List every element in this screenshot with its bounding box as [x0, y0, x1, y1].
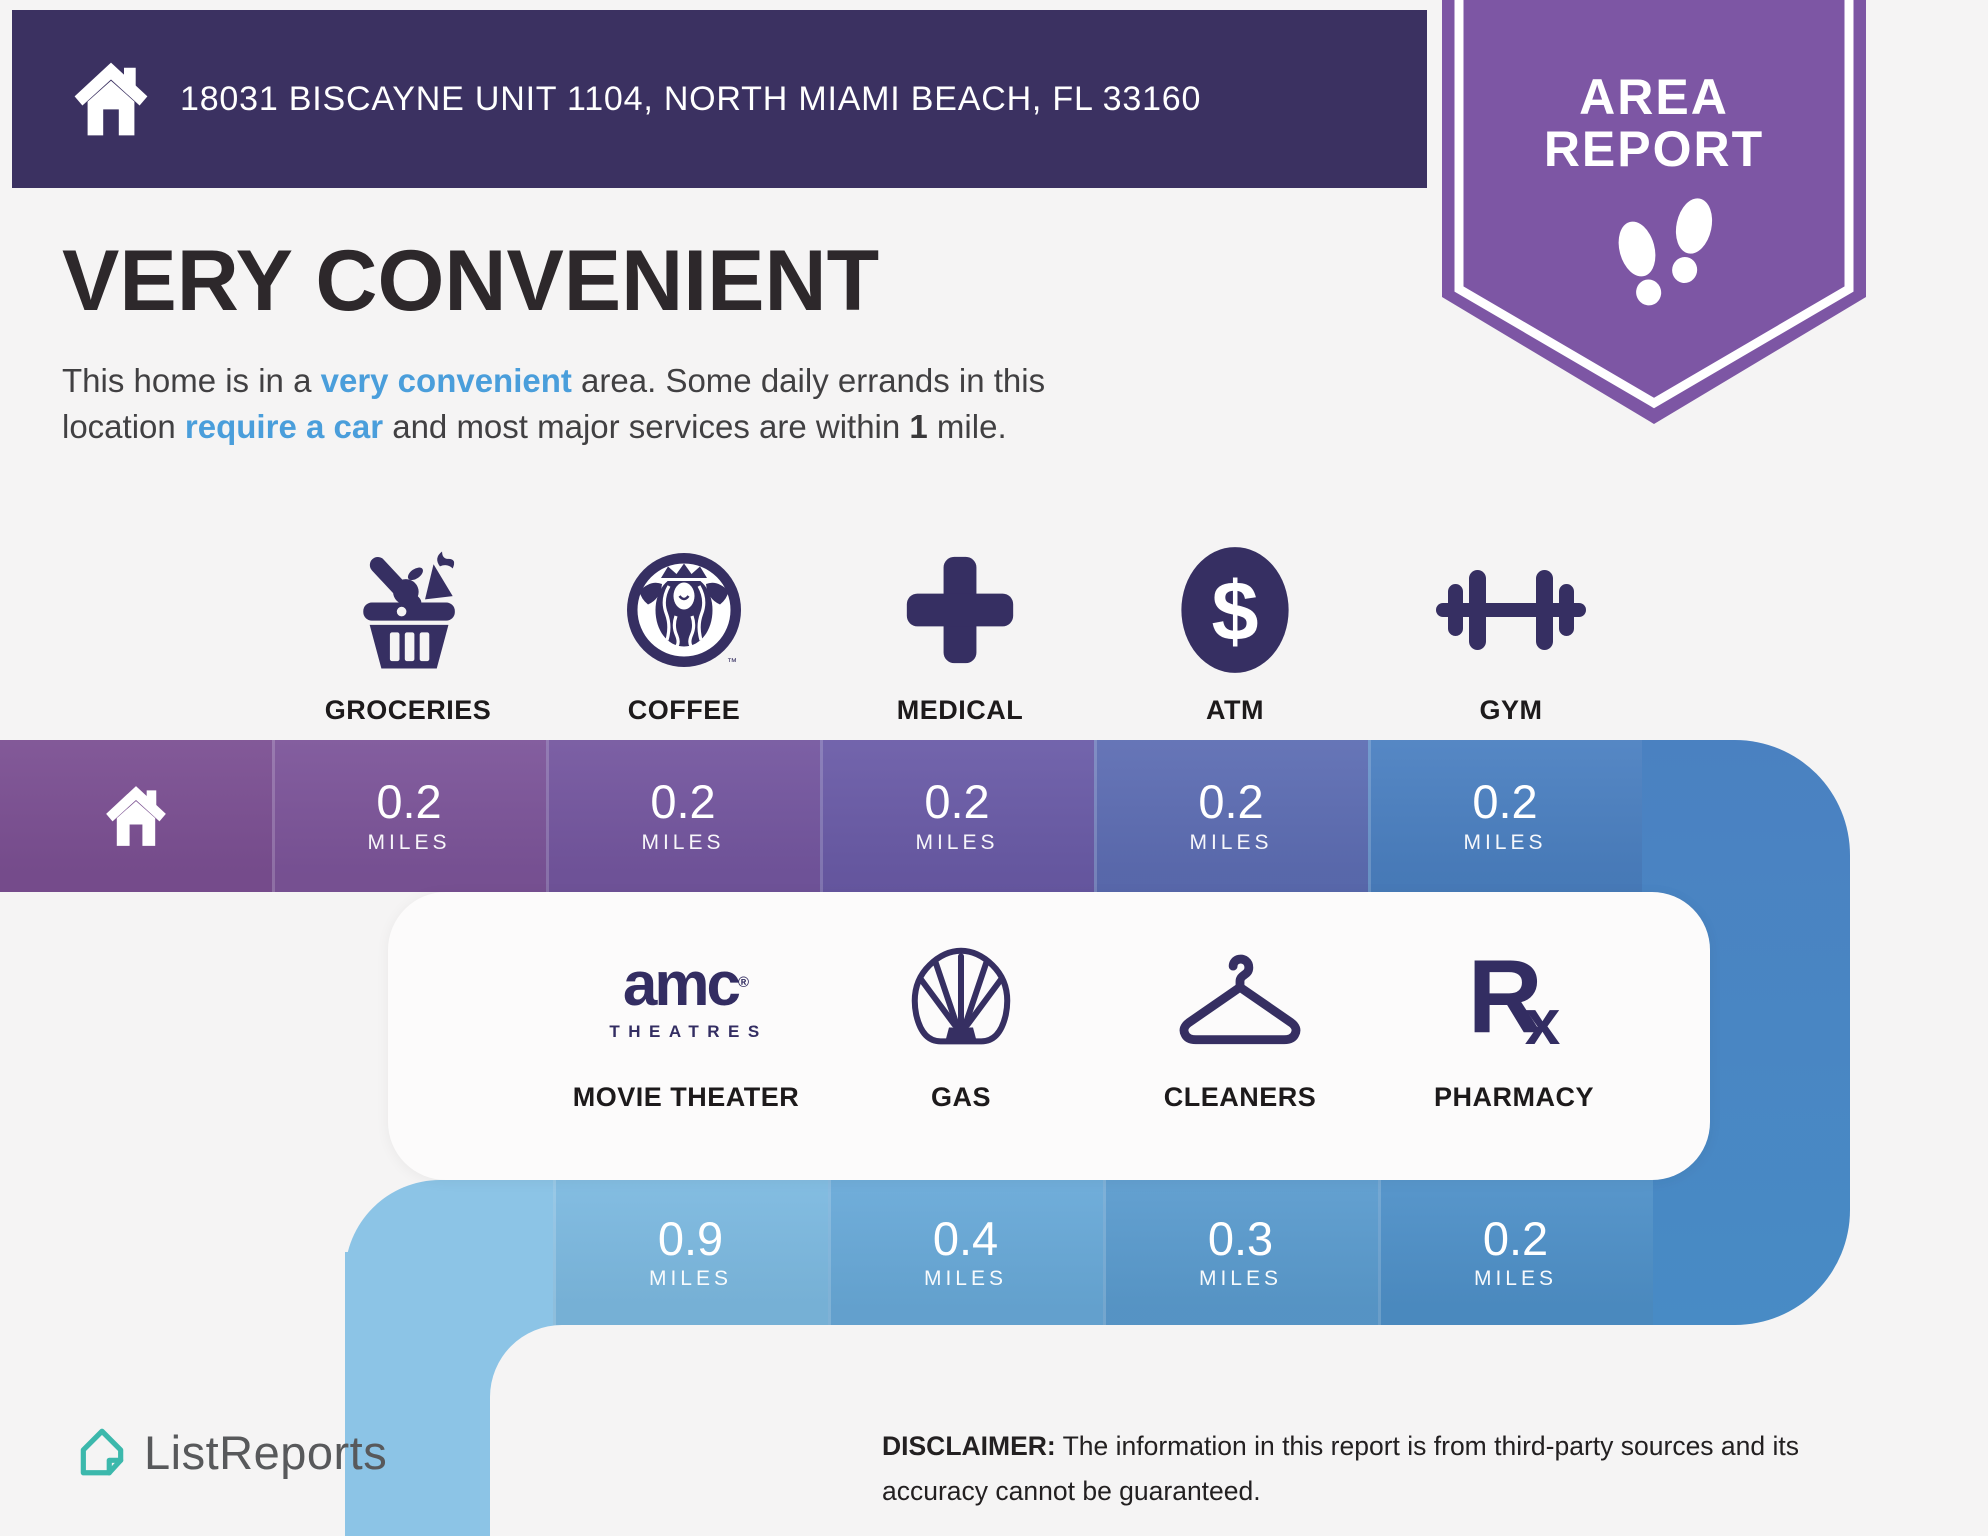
amenity-label: CLEANERS [1163, 1082, 1317, 1112]
distance-cell-medical: 0.2 MILES [820, 740, 1094, 892]
summary-text: This home is in a very convenient area. … [62, 358, 1137, 450]
disclaimer-label: DISCLAIMER: [882, 1431, 1056, 1461]
path-corner-fillet [490, 1325, 562, 1397]
distance-cell-movie-theater: 0.9 MILES [553, 1180, 828, 1325]
amenity-label: MOVIE THEATER [572, 1082, 800, 1112]
distance-unit: MILES [915, 830, 999, 854]
amenity-movie-theater: amc® THEATRES MOVIE THEATER [550, 922, 822, 1113]
distance-cell-gym: 0.2 MILES [1368, 740, 1642, 892]
amc-wordmark: amc® [622, 950, 750, 1019]
distance-cell-gas: 0.4 MILES [828, 1180, 1103, 1325]
amenity-label: GAS [930, 1082, 991, 1112]
distance-value: 0.4 [932, 1211, 999, 1265]
amenity-atm: $ ATM [1099, 535, 1371, 726]
amc-theatres-logo: amc® THEATRES [604, 950, 768, 1041]
distance-value: 0.9 [657, 1211, 724, 1265]
badge-title-line2: REPORT [1543, 121, 1765, 177]
listreports-house-icon [80, 1428, 124, 1476]
distance-cell-atm: 0.2 MILES [1094, 740, 1368, 892]
distance-cell-pharmacy: 0.2 MILES [1378, 1180, 1653, 1325]
listreports-logo-text: ListReports [144, 1425, 388, 1479]
summary-segment: very convenient [320, 362, 572, 399]
distance-value: 0.2 [376, 775, 442, 829]
header-bar: 18031 BISCAYNE UNIT 1104, NORTH MIAMI BE… [12, 10, 1427, 188]
groceries-basket-icon [272, 535, 544, 685]
rx-icon: R x [1378, 922, 1650, 1072]
amenity-label: ATM [1206, 695, 1264, 725]
distance-unit: MILES [648, 1267, 733, 1291]
distance-unit: MILES [1198, 1267, 1283, 1291]
property-address: 18031 BISCAYNE UNIT 1104, NORTH MIAMI BE… [180, 79, 1202, 118]
distance-unit: MILES [1473, 1267, 1558, 1291]
starbucks-siren-icon: ™ [548, 535, 820, 685]
amenity-gym: GYM [1375, 535, 1647, 726]
distance-value: 0.2 [1482, 1211, 1549, 1265]
rx-letter-r: R [1467, 938, 1543, 1055]
footprints-icon [1618, 198, 1713, 306]
distance-unit: MILES [367, 830, 451, 854]
hanger-icon [1104, 922, 1376, 1072]
disclaimer-text: DISCLAIMER: The information in this repo… [882, 1424, 1867, 1514]
distance-unit: MILES [1189, 830, 1273, 854]
ribbon-pentagon [1442, 0, 1866, 424]
distance-cell-groceries: 0.2 MILES [272, 740, 546, 892]
amc-theatres-logo: amc® THEATRES [550, 922, 822, 1072]
amc-theatres-text: THEATRES [609, 1022, 768, 1041]
listreports-logo: ListReports [74, 1424, 387, 1480]
amenity-label: MEDICAL [896, 695, 1024, 725]
summary-segment: 1 [909, 408, 928, 445]
distance-value: 0.2 [1198, 775, 1264, 829]
path-corner-fillet-inner [490, 1325, 562, 1397]
amenity-coffee: ™ COFFEE [548, 535, 820, 726]
page-title: VERY CONVENIENT [62, 233, 880, 329]
home-cell [0, 740, 272, 892]
summary-segment: and most major services are within [383, 408, 910, 445]
dumbbell-icon [1375, 535, 1647, 685]
disclaimer-body: The information in this report is from t… [882, 1431, 1799, 1506]
distance-cell-cleaners: 0.3 MILES [1103, 1180, 1378, 1325]
summary-segment: This home is in a [62, 362, 321, 399]
distance-unit: MILES [641, 830, 725, 854]
area-report-ribbon: AREA REPORT [1442, 0, 1866, 424]
svg-text:$: $ [1211, 563, 1258, 658]
dollar-ellipse-icon: $ [1099, 535, 1371, 685]
amenity-label: COFFEE [627, 695, 741, 725]
summary-segment: area. Some daily errands in this locatio… [62, 362, 1046, 445]
distance-unit: MILES [1463, 830, 1547, 854]
amenity-label: GROCERIES [324, 695, 492, 725]
rx-letter-x: x [1524, 985, 1561, 1058]
svg-text:™: ™ [727, 657, 737, 668]
summary-segment: mile. [927, 408, 1007, 445]
amenity-cleaners: CLEANERS [1104, 922, 1376, 1113]
amenity-pharmacy: R x PHARMACY [1378, 922, 1650, 1113]
distance-unit: MILES [923, 1267, 1008, 1291]
amenity-panel-row2 [388, 892, 1710, 1180]
medical-cross-icon [824, 535, 1096, 685]
distance-value: 0.3 [1207, 1211, 1274, 1265]
shell-logo-icon [825, 922, 1097, 1072]
badge-title-line1: AREA [1579, 69, 1729, 125]
amenity-groceries: GROCERIES [272, 535, 544, 726]
distance-value: 0.2 [924, 775, 990, 829]
amenity-gas: GAS [825, 922, 1097, 1113]
distance-value: 0.2 [1472, 775, 1538, 829]
distance-path-left-strip [345, 1252, 490, 1536]
amenity-label: PHARMACY [1433, 1082, 1594, 1112]
amenity-label: GYM [1479, 695, 1543, 725]
summary-segment: require a car [184, 408, 384, 445]
home-icon [72, 60, 150, 138]
distance-value: 0.2 [650, 775, 716, 829]
rx-icon: R x [1467, 938, 1561, 1055]
distance-cell-coffee: 0.2 MILES [546, 740, 820, 892]
amenity-medical: MEDICAL [824, 535, 1096, 726]
